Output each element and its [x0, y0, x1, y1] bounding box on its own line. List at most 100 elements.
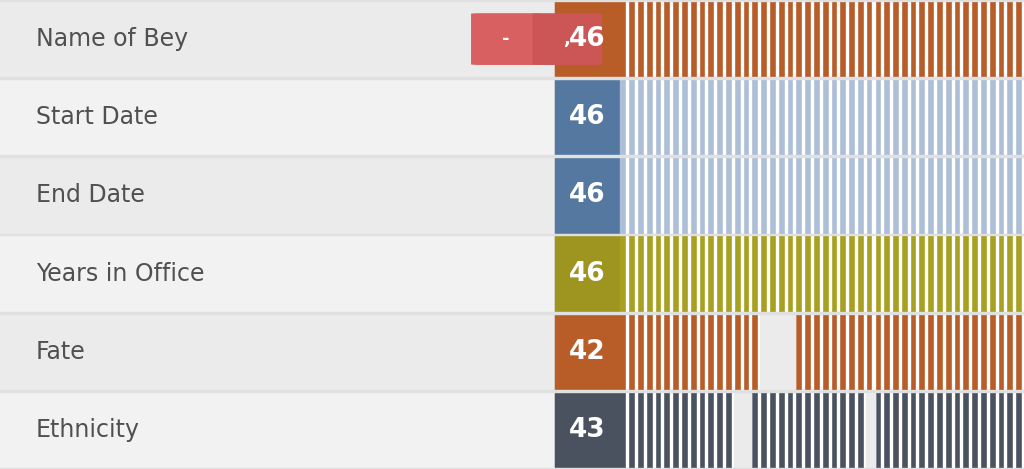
- Bar: [828, 393, 830, 467]
- Bar: [0, 2, 553, 76]
- Bar: [784, 159, 786, 233]
- Bar: [855, 315, 857, 389]
- Bar: [951, 236, 953, 311]
- Bar: [750, 2, 752, 76]
- Bar: [961, 236, 963, 311]
- Bar: [890, 393, 892, 467]
- Bar: [679, 159, 681, 233]
- Bar: [934, 2, 936, 76]
- Bar: [786, 315, 796, 389]
- Bar: [907, 159, 909, 233]
- Bar: [802, 159, 804, 233]
- Bar: [907, 236, 909, 311]
- Bar: [1005, 393, 1007, 467]
- Bar: [820, 236, 821, 311]
- Bar: [0, 159, 553, 233]
- Bar: [627, 393, 629, 467]
- Bar: [758, 2, 760, 76]
- Text: 46: 46: [569, 26, 605, 52]
- Bar: [926, 393, 928, 467]
- Bar: [802, 236, 804, 311]
- Bar: [811, 315, 813, 389]
- Bar: [872, 393, 874, 467]
- Bar: [662, 2, 664, 76]
- Bar: [987, 315, 989, 389]
- Bar: [644, 159, 646, 233]
- Bar: [863, 159, 865, 233]
- Bar: [882, 2, 884, 76]
- Bar: [732, 2, 734, 76]
- Bar: [644, 80, 646, 154]
- Bar: [706, 315, 708, 389]
- Bar: [995, 315, 997, 389]
- Bar: [758, 236, 760, 311]
- Bar: [696, 2, 698, 76]
- Bar: [846, 159, 848, 233]
- Bar: [899, 393, 901, 467]
- Bar: [635, 159, 637, 233]
- Bar: [970, 236, 971, 311]
- Bar: [882, 393, 884, 467]
- Bar: [679, 393, 681, 467]
- Bar: [838, 80, 840, 154]
- Bar: [776, 80, 778, 154]
- Bar: [688, 2, 690, 76]
- Text: ,: ,: [564, 30, 570, 48]
- Bar: [961, 2, 963, 76]
- Bar: [714, 159, 716, 233]
- Bar: [652, 2, 654, 76]
- Bar: [863, 236, 865, 311]
- Bar: [987, 2, 989, 76]
- Bar: [679, 80, 681, 154]
- Bar: [0, 236, 553, 311]
- Bar: [846, 315, 848, 389]
- Bar: [714, 80, 716, 154]
- Bar: [970, 159, 971, 233]
- Bar: [1022, 159, 1024, 233]
- Bar: [740, 315, 742, 389]
- Bar: [627, 159, 629, 233]
- Bar: [732, 159, 734, 233]
- Bar: [916, 2, 919, 76]
- Bar: [865, 393, 874, 467]
- Bar: [987, 236, 989, 311]
- Bar: [714, 315, 716, 389]
- Bar: [899, 80, 901, 154]
- Bar: [855, 393, 857, 467]
- Bar: [978, 315, 980, 389]
- Text: Fate: Fate: [36, 340, 86, 364]
- Bar: [723, 159, 725, 233]
- Bar: [934, 315, 936, 389]
- Bar: [696, 236, 698, 311]
- Bar: [978, 80, 980, 154]
- Bar: [820, 2, 821, 76]
- Bar: [706, 236, 708, 311]
- Bar: [758, 80, 760, 154]
- Bar: [776, 159, 778, 233]
- Bar: [723, 315, 725, 389]
- Bar: [872, 315, 874, 389]
- Bar: [961, 393, 963, 467]
- Bar: [926, 159, 928, 233]
- Bar: [706, 80, 708, 154]
- Bar: [916, 393, 919, 467]
- FancyBboxPatch shape: [471, 13, 541, 65]
- Bar: [644, 2, 646, 76]
- Bar: [995, 393, 997, 467]
- Bar: [740, 236, 742, 311]
- Bar: [0, 234, 1024, 235]
- Bar: [899, 159, 901, 233]
- Bar: [916, 159, 919, 233]
- Bar: [620, 2, 1024, 76]
- Bar: [635, 80, 637, 154]
- Text: Ethnicity: Ethnicity: [36, 418, 140, 442]
- Bar: [671, 2, 673, 76]
- Bar: [1013, 315, 1015, 389]
- Bar: [802, 2, 804, 76]
- Bar: [828, 236, 830, 311]
- Bar: [978, 2, 980, 76]
- Bar: [696, 315, 698, 389]
- Bar: [811, 159, 813, 233]
- Bar: [688, 315, 690, 389]
- Bar: [750, 236, 752, 311]
